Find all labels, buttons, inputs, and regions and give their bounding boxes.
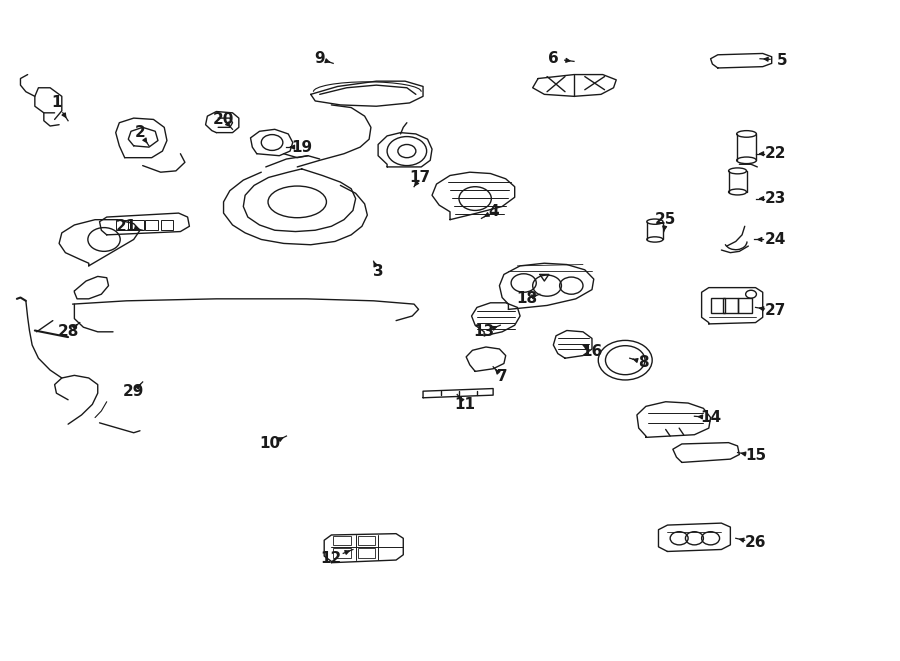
Text: 9: 9 (314, 52, 325, 66)
Text: 24: 24 (765, 232, 786, 247)
Text: 25: 25 (655, 212, 677, 227)
Text: 29: 29 (123, 383, 144, 399)
Bar (146, 219, 158, 230)
Bar (116, 219, 129, 230)
Bar (738, 298, 752, 313)
Text: 18: 18 (516, 292, 537, 306)
Text: 3: 3 (373, 264, 383, 279)
Bar (711, 298, 725, 313)
Text: 4: 4 (488, 204, 499, 219)
Text: 1: 1 (51, 95, 62, 110)
Text: 6: 6 (548, 52, 559, 66)
Bar (724, 298, 738, 313)
Text: 16: 16 (581, 344, 603, 359)
Text: 26: 26 (745, 535, 766, 551)
Text: 11: 11 (454, 397, 476, 412)
Text: 8: 8 (638, 355, 649, 369)
Text: 17: 17 (410, 170, 431, 185)
Bar (131, 219, 144, 230)
Text: 13: 13 (473, 325, 495, 339)
Text: 21: 21 (116, 219, 137, 234)
Bar (358, 536, 374, 545)
Text: 10: 10 (260, 436, 281, 451)
Bar (333, 548, 351, 558)
Text: 14: 14 (700, 410, 721, 425)
Bar (358, 548, 374, 558)
Text: 28: 28 (58, 325, 79, 339)
Text: 15: 15 (745, 448, 766, 463)
Text: 5: 5 (778, 53, 788, 67)
Bar (333, 536, 351, 545)
Text: 12: 12 (320, 551, 342, 566)
Text: 20: 20 (213, 112, 234, 127)
Text: 19: 19 (292, 139, 312, 155)
Bar (160, 219, 173, 230)
Text: 2: 2 (135, 125, 146, 140)
Text: 27: 27 (765, 303, 786, 318)
Text: 23: 23 (765, 191, 786, 206)
Text: 7: 7 (497, 369, 508, 384)
Text: 22: 22 (764, 146, 786, 161)
